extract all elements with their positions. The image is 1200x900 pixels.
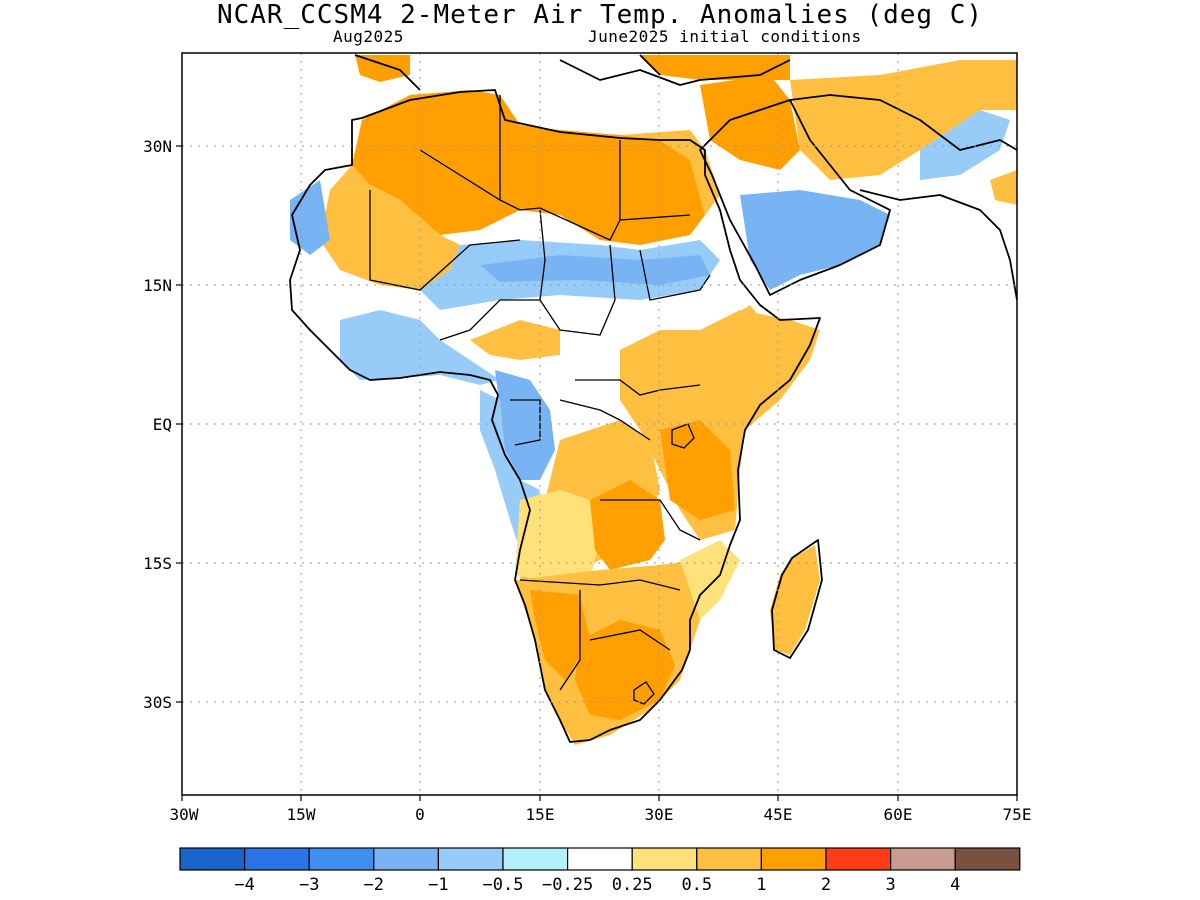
lon-label-15w: 15W: [287, 805, 316, 824]
lesotho: [633, 681, 655, 705]
zambia-warm-region: [590, 480, 665, 570]
colorbar-label: 0.25: [612, 875, 653, 895]
egypt-warm-region: [620, 130, 720, 215]
north-africa-light-warm-region: [320, 165, 460, 290]
lat-label-eq: EQ: [153, 415, 172, 434]
colorbar-label: 1: [756, 875, 766, 895]
lon-label-75e: 75E: [1003, 805, 1032, 824]
africa-coastline: [289, 89, 821, 743]
colorbar-label: −1: [428, 875, 448, 895]
lat-labels: 30N 15N EQ 15S 30S: [143, 137, 172, 712]
iran-warm-region: [990, 170, 1017, 205]
colorbar-swatch: [308, 847, 375, 871]
chad-warm-region: [470, 320, 560, 360]
arabia-coastline: [699, 99, 891, 296]
lon-label-60e: 60E: [884, 805, 913, 824]
map-title: NCAR_CCSM4 2-Meter Air Temp. Anomalies (…: [216, 0, 984, 30]
lon-label-0: 0: [415, 805, 425, 824]
colorbar-label: 3: [885, 875, 895, 895]
colorbar-swatch: [889, 847, 956, 871]
init-conditions-label: June2025 initial conditions: [588, 27, 862, 46]
lon-label-45e: 45E: [764, 805, 793, 824]
turkey-warm-region: [640, 55, 790, 80]
colorbar-label: 0.5: [681, 875, 712, 895]
south-africa-core-warm-region: [575, 620, 675, 720]
lat-label-15s: 15S: [143, 554, 172, 573]
west-africa-cool-region: [340, 310, 500, 385]
tanzania-warm-region: [660, 420, 735, 520]
lat-label-30n: 30N: [143, 137, 172, 156]
colorbar-swatch: [179, 847, 246, 871]
lon-labels: 30W 15W 0 15E 30E 45E 60E 75E: [170, 805, 1032, 824]
colorbar-swatch: [437, 847, 504, 871]
lon-label-30e: 30E: [645, 805, 674, 824]
colorbar: −4 −3 −2 −1 −0.5 −0.25 0.25 0.5 1 2 3 4: [179, 847, 1021, 895]
anomaly-shading: [290, 55, 1017, 745]
iran-cool-region: [920, 110, 1010, 180]
colorbar-swatch: [373, 847, 439, 871]
mediterranean-north-coast: [354, 54, 791, 91]
europe-warm-region: [355, 55, 410, 82]
axis-ticks: [176, 145, 1018, 801]
colorbar-swatch: [631, 847, 698, 871]
north-africa-warm-region: [352, 90, 705, 245]
colorbar-label: −4: [234, 875, 254, 895]
colorbar-swatch: [954, 847, 1021, 871]
persian-gulf-coast: [789, 94, 1017, 301]
lon-label-30w: 30W: [170, 805, 199, 824]
colorbar-label: 4: [950, 875, 960, 895]
grid-lines: [182, 53, 1017, 795]
senegal-cool-region: [290, 180, 330, 255]
colorbar-label: −0.5: [483, 875, 524, 895]
coastlines: [289, 54, 1017, 743]
angola-light-region: [515, 490, 600, 580]
valid-month-label: Aug2025: [333, 27, 404, 46]
colorbar-swatch: [760, 847, 827, 871]
colorbar-swatch: [696, 847, 762, 871]
lon-label-15e: 15E: [526, 805, 555, 824]
colorbar-swatch: [825, 847, 892, 871]
lat-label-15n: 15N: [143, 276, 172, 295]
colorbar-swatch: [244, 847, 310, 871]
colorbar-swatch: [502, 847, 569, 871]
colorbar-label: −2: [364, 875, 384, 895]
colorbar-label: 2: [821, 875, 831, 895]
lake-victoria: [671, 423, 695, 449]
colorbar-swatch: [566, 847, 633, 871]
middle-east-light-warm-region: [790, 60, 1017, 180]
colorbar-label: −0.25: [542, 875, 593, 895]
map-plot-area: [182, 53, 1017, 795]
colorbar-label: −3: [299, 875, 319, 895]
namibia-warm-region: [530, 590, 590, 680]
madagascar-coastline: [771, 539, 823, 659]
ethiopia-warm-region: [710, 305, 770, 355]
border-lines: [369, 95, 711, 691]
sahel-mid-cool-region: [480, 255, 710, 285]
country-borders: [369, 95, 711, 705]
lat-label-30s: 30S: [143, 693, 172, 712]
